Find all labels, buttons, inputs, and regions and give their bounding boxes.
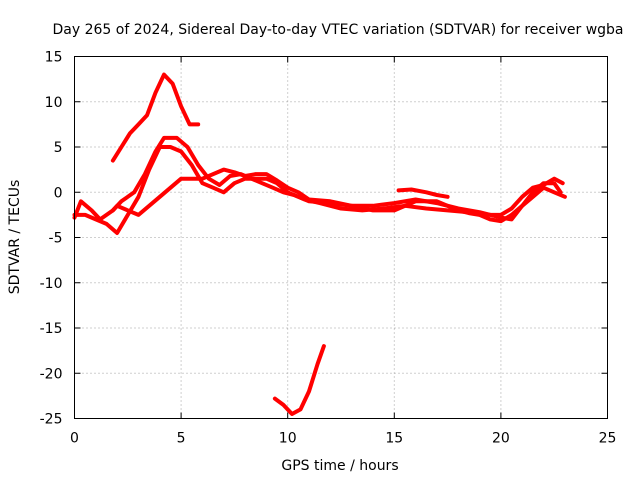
x-tick-label: 5 — [177, 431, 186, 447]
y-tick-label: -15 — [40, 321, 63, 337]
series-arc-6 — [396, 187, 450, 199]
y-axis-label: SDTVAR / TECUs — [7, 180, 23, 295]
series-arc-5 — [272, 344, 326, 416]
y-tick-label: -20 — [40, 366, 63, 382]
y-tick-label: 0 — [54, 185, 63, 201]
x-tick-label: 15 — [385, 431, 403, 447]
y-tick-label: 10 — [45, 95, 63, 111]
chart-title: Day 265 of 2024, Sidereal Day-to-day VTE… — [52, 22, 623, 38]
x-tick-label: 0 — [70, 431, 79, 447]
x-tick-label: 20 — [492, 431, 510, 447]
y-tick-label: 15 — [45, 50, 63, 66]
series-arc-2 — [72, 135, 565, 222]
plot-frame — [74, 56, 608, 419]
x-tick-label: 25 — [599, 431, 617, 447]
series-arc-4 — [110, 72, 201, 163]
y-tick-label: 5 — [54, 140, 63, 156]
y-tick-label: -25 — [40, 412, 63, 428]
series-group — [72, 72, 567, 416]
x-tick-label: 10 — [279, 431, 297, 447]
y-tick-label: -10 — [40, 276, 63, 292]
y-tick-label: -5 — [49, 231, 63, 247]
ticks: 0 5 10 15 20 25 -25 -20 -15 -10 -5 0 5 10 15 — [40, 50, 617, 447]
grid — [74, 56, 608, 419]
series-arc-3 — [110, 167, 567, 224]
x-axis-label: GPS time / hours — [281, 458, 398, 474]
